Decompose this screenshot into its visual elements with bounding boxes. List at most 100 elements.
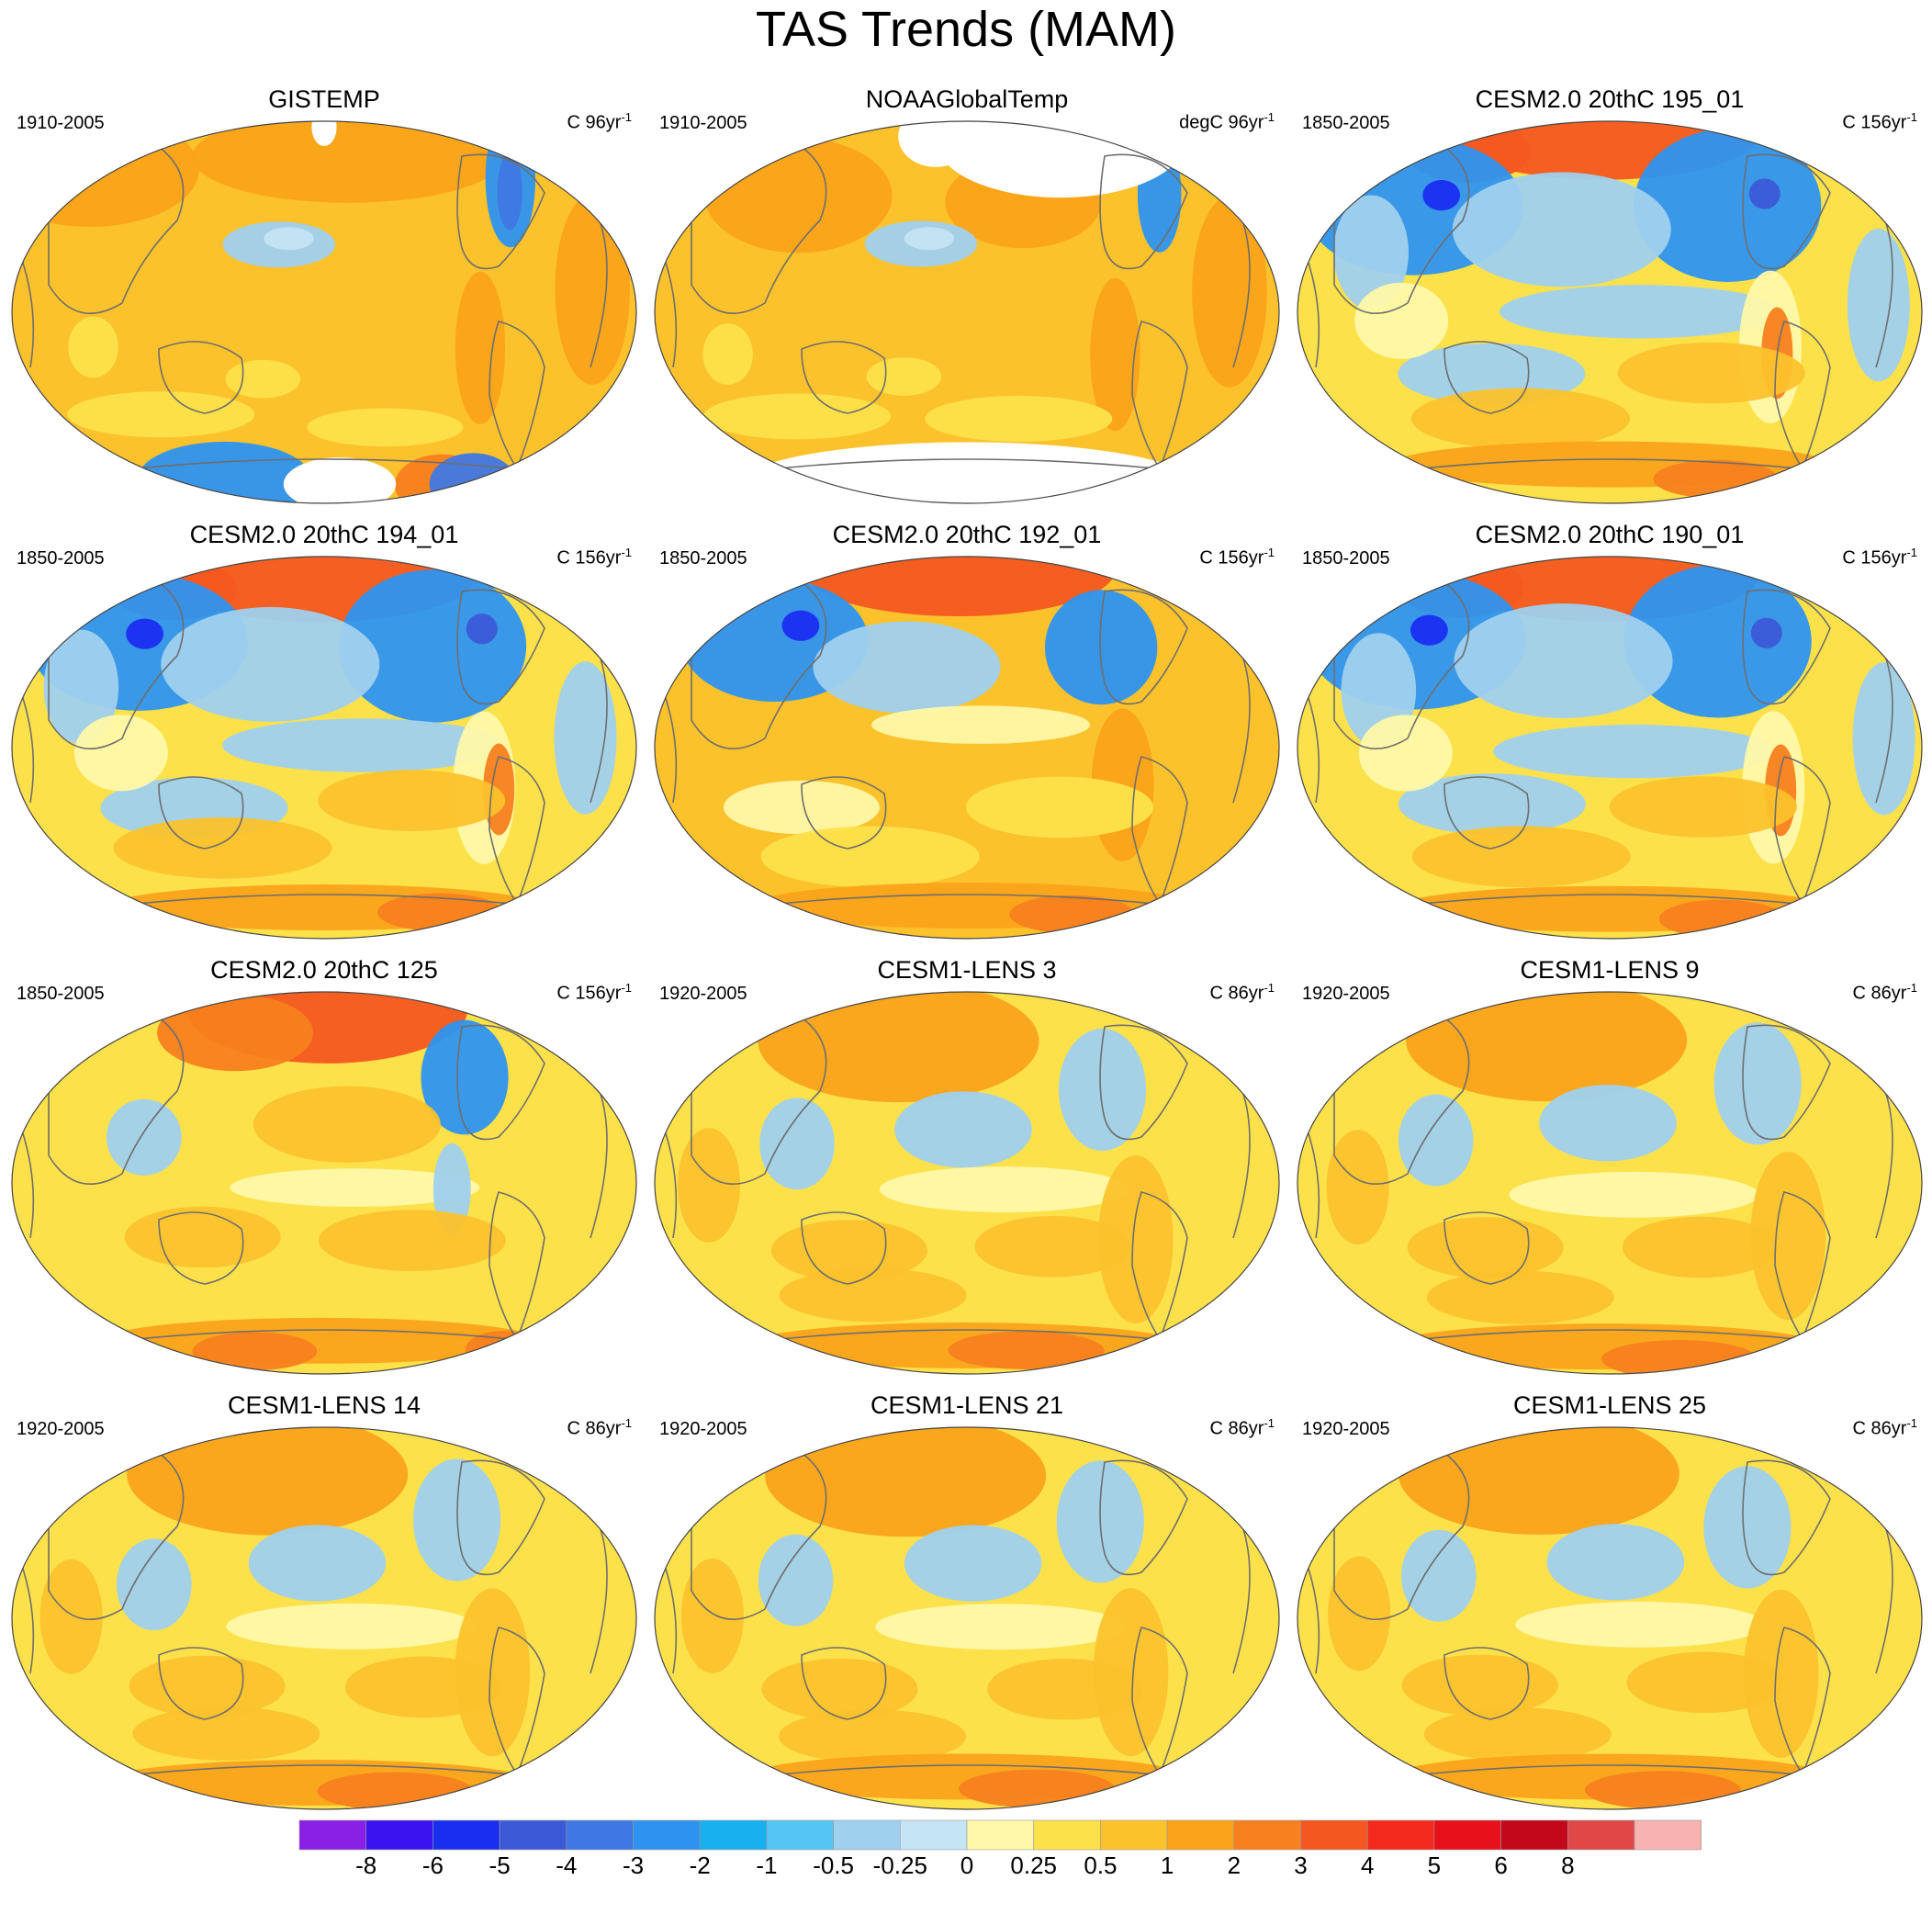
trend-contour: [1192, 196, 1267, 388]
trend-contour: [974, 1216, 1131, 1278]
panel-units: C 156yr-1: [556, 981, 632, 1004]
trend-contour: [73, 715, 168, 792]
panel-units: C 156yr-1: [1199, 546, 1275, 569]
coastline: [20, 256, 35, 368]
trend-contour: [1452, 172, 1671, 287]
coastline: [158, 341, 244, 414]
trend-contour: [1423, 1707, 1612, 1762]
map-outline: [1297, 991, 1923, 1375]
panel-title: CESM2.0 20thC 194_01: [189, 521, 459, 548]
trend-contour: [554, 661, 617, 815]
trend-contour: [1499, 285, 1780, 339]
trend-contour: [253, 1086, 441, 1163]
colorbar-box: [899, 1819, 968, 1851]
trend-contour: [1609, 776, 1797, 838]
trend-contour: [1392, 441, 1830, 488]
trend-contour: [1407, 1217, 1564, 1278]
trend-contour: [117, 1538, 192, 1631]
trend-contour: [1422, 179, 1461, 211]
coastline: [456, 589, 545, 705]
trend-contour: [778, 1709, 966, 1763]
trend-contour: [894, 1091, 1032, 1168]
trend-contour: [1852, 661, 1915, 816]
coastline: [1742, 589, 1831, 705]
trend-contour: [68, 316, 118, 378]
panel-units: C 86yr-1: [567, 1416, 632, 1439]
trend-contour: [1622, 1216, 1779, 1278]
colorbar-box: [1500, 1819, 1568, 1851]
coastline: [1099, 1459, 1188, 1576]
coastline: [736, 1764, 1197, 1780]
trend-contour: [1750, 1151, 1825, 1321]
trend-contour: [904, 1525, 1042, 1602]
panel-title: CESM2.0 20thC 192_01: [832, 521, 1102, 548]
colorbar-tick-label: 1: [1160, 1852, 1174, 1879]
trend-contour: [555, 193, 631, 385]
colorbar-tick-label: -2: [689, 1852, 711, 1879]
coastline: [1306, 1127, 1320, 1239]
map-outline: [1297, 120, 1923, 504]
trend-contour: [680, 1558, 744, 1673]
map-field: [654, 991, 1280, 1375]
coastline: [590, 1090, 608, 1239]
coastline: [663, 1127, 678, 1239]
trend-contour: [1398, 1427, 1679, 1536]
panel-title: CESM2.0 20thC 190_01: [1475, 521, 1745, 548]
trend-contour: [157, 994, 314, 1072]
coastline: [1306, 1562, 1320, 1674]
coastline: [736, 894, 1197, 909]
map-outline: [654, 556, 1280, 940]
coastline: [20, 1562, 35, 1674]
coastline: [736, 458, 1197, 474]
map-panel: CESM2.0 20thC 125 1850-2005 C 156yr-1: [7, 955, 641, 1387]
missing-data: [283, 457, 397, 503]
trend-contour: [113, 817, 332, 879]
colorbar-tick-label: 2: [1227, 1852, 1241, 1879]
panel-title: CESM1-LENS 3: [877, 956, 1057, 984]
trend-contour: [1398, 1094, 1474, 1187]
coastline: [1232, 1090, 1251, 1239]
trend-contour: [1401, 1529, 1477, 1622]
trend-contour: [307, 408, 464, 447]
coastline: [736, 1329, 1197, 1345]
trend-contour: [871, 705, 1091, 744]
trend-contour: [318, 1210, 506, 1271]
trend-contour: [318, 770, 506, 831]
trend-contour: [879, 1166, 1129, 1213]
map-outline: [11, 120, 637, 504]
colorbar-box: [298, 1819, 366, 1851]
coastline: [663, 1562, 678, 1674]
trend-contour: [455, 271, 506, 425]
colorbar-box: [1433, 1819, 1501, 1851]
colorbar-tick-label: 0.25: [1010, 1852, 1057, 1879]
trend-contour: [39, 1559, 103, 1674]
map-outline: [654, 991, 1280, 1375]
panel-title: CESM1-LENS 9: [1520, 956, 1700, 984]
colorbar-tick-label: -0.5: [813, 1852, 854, 1879]
coastline: [1099, 153, 1188, 270]
map-outline: [1297, 1426, 1923, 1810]
map-field: [1297, 991, 1923, 1375]
trend-contour: [421, 1019, 509, 1135]
coastline: [1379, 1764, 1840, 1780]
map-panel: CESM1-LENS 14 1920-2005 C 86yr-1: [7, 1390, 641, 1822]
coastline: [158, 1647, 244, 1720]
colorbar-tick-label: -1: [756, 1852, 778, 1879]
coastline: [801, 1211, 887, 1285]
map-field: [11, 1426, 637, 1810]
coastline: [663, 256, 678, 368]
colorbar-tick-label: -4: [556, 1852, 578, 1879]
map-panel: CESM2.0 20thC 192_01 1850-2005 C 156yr-1: [650, 520, 1284, 951]
map-field: [1297, 556, 1923, 940]
trend-contour: [344, 1656, 501, 1718]
map-field: [1297, 1426, 1923, 1810]
coastline: [1379, 458, 1840, 474]
panel-title: CESM1-LENS 25: [1512, 1391, 1707, 1419]
trend-contour: [704, 138, 893, 253]
panel-units: C 96yr-1: [567, 110, 632, 133]
colorbar-box: [499, 1819, 567, 1851]
trend-contour: [1509, 1171, 1759, 1218]
panel-title: CESM1-LENS 21: [870, 1391, 1064, 1419]
panel-title: CESM2.0 20thC 125: [210, 956, 438, 984]
map-field: [654, 556, 1280, 940]
